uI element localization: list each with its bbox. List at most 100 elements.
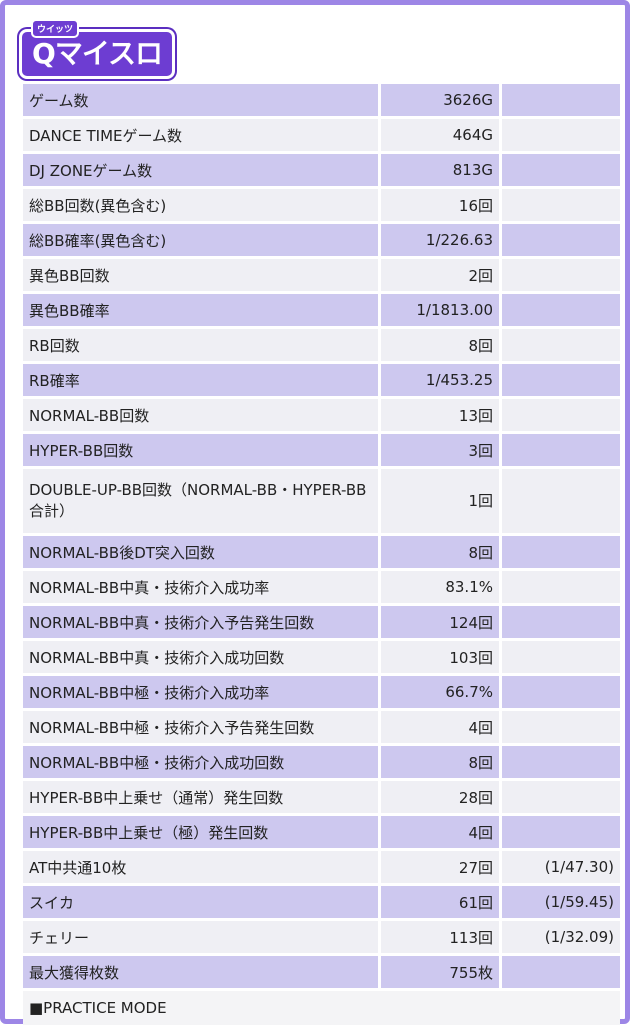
stat-rate — [502, 294, 620, 326]
table-row: NORMAL-BB中極・技術介入予告発生回数 4回 — [23, 711, 620, 743]
stat-label: HYPER-BB中上乗せ（通常）発生回数 — [23, 781, 378, 813]
stat-label: NORMAL-BB後DT突入回数 — [23, 536, 378, 568]
practice-mode-row: ■PRACTICE MODE — [23, 991, 620, 1025]
stat-rate: (1/32.09) — [502, 921, 620, 953]
stat-rate — [502, 571, 620, 603]
stat-label: NORMAL-BB中真・技術介入成功率 — [23, 571, 378, 603]
stat-value: 8回 — [381, 536, 499, 568]
stat-value: 1/453.25 — [381, 364, 499, 396]
table-row: NORMAL-BB中真・技術介入予告発生回数 124回 — [23, 606, 620, 638]
table-row: NORMAL-BB中真・技術介入成功回数 103回 — [23, 641, 620, 673]
stat-rate: (1/59.45) — [502, 886, 620, 918]
stat-value: 3回 — [381, 434, 499, 466]
table-row: RB確率 1/453.25 — [23, 364, 620, 396]
stat-rate — [502, 189, 620, 221]
stat-label: DANCE TIMEゲーム数 — [23, 119, 378, 151]
table-row: 異色BB回数 2回 — [23, 259, 620, 291]
stat-value: 3626G — [381, 84, 499, 116]
stat-value: 813G — [381, 154, 499, 186]
stat-label: RB回数 — [23, 329, 378, 361]
logo-sub-text: ウイッツ — [31, 19, 80, 38]
stat-value: 113回 — [381, 921, 499, 953]
stat-label: HYPER-BB回数 — [23, 434, 378, 466]
stat-value: 8回 — [381, 329, 499, 361]
stat-value: 755枚 — [381, 956, 499, 988]
stat-value: 8回 — [381, 746, 499, 778]
stat-label: DOUBLE-UP-BB回数（NORMAL-BB・HYPER-BB合計） — [23, 469, 378, 533]
stat-label: HYPER-BB中上乗せ（極）発生回数 — [23, 816, 378, 848]
stat-label: AT中共通10枚 — [23, 851, 378, 883]
table-row: NORMAL-BB中真・技術介入成功率 83.1% — [23, 571, 620, 603]
stat-label: RB確率 — [23, 364, 378, 396]
stat-rate — [502, 154, 620, 186]
table-row: スイカ 61回 (1/59.45) — [23, 886, 620, 918]
stat-rate — [502, 956, 620, 988]
stat-label: チェリー — [23, 921, 378, 953]
stat-label: スイカ — [23, 886, 378, 918]
stat-value: 66.7% — [381, 676, 499, 708]
practice-mode-label: ■PRACTICE MODE — [23, 991, 620, 1025]
stat-rate — [502, 536, 620, 568]
stat-label: 総BB回数(異色含む) — [23, 189, 378, 221]
stat-value: 124回 — [381, 606, 499, 638]
stat-value: 13回 — [381, 399, 499, 431]
table-row: NORMAL-BB回数 13回 — [23, 399, 620, 431]
stat-rate — [502, 746, 620, 778]
stat-rate — [502, 259, 620, 291]
stat-value: 1/1813.00 — [381, 294, 499, 326]
stat-value: 4回 — [381, 816, 499, 848]
table-row: 総BB確率(異色含む) 1/226.63 — [23, 224, 620, 256]
stat-value: 16回 — [381, 189, 499, 221]
stat-value: 28回 — [381, 781, 499, 813]
stat-rate — [502, 84, 620, 116]
table-row: HYPER-BB中上乗せ（極）発生回数 4回 — [23, 816, 620, 848]
stat-rate — [502, 434, 620, 466]
table-row: HYPER-BB中上乗せ（通常）発生回数 28回 — [23, 781, 620, 813]
table-row: 総BB回数(異色含む) 16回 — [23, 189, 620, 221]
stat-rate — [502, 816, 620, 848]
stats-table: ゲーム数 3626G DANCE TIMEゲーム数 464G DJ ZONEゲーム数 81… — [20, 81, 623, 1028]
stat-value: 1/226.63 — [381, 224, 499, 256]
app-logo: Qマイスロ ウイッツ — [13, 19, 175, 79]
table-row: DJ ZONEゲーム数 813G — [23, 154, 620, 186]
stat-value: 2回 — [381, 259, 499, 291]
stat-rate — [502, 676, 620, 708]
stat-rate — [502, 329, 620, 361]
stat-value: 103回 — [381, 641, 499, 673]
stat-value: 61回 — [381, 886, 499, 918]
table-row: NORMAL-BB中極・技術介入成功率 66.7% — [23, 676, 620, 708]
stat-label: ゲーム数 — [23, 84, 378, 116]
stat-rate — [502, 364, 620, 396]
stat-label: NORMAL-BB中真・技術介入予告発生回数 — [23, 606, 378, 638]
stat-label: NORMAL-BB中真・技術介入成功回数 — [23, 641, 378, 673]
stat-rate — [502, 641, 620, 673]
table-row: RB回数 8回 — [23, 329, 620, 361]
stat-rate: (1/47.30) — [502, 851, 620, 883]
stat-label: NORMAL-BB中極・技術介入予告発生回数 — [23, 711, 378, 743]
table-row: DANCE TIMEゲーム数 464G — [23, 119, 620, 151]
table-row: NORMAL-BB後DT突入回数 8回 — [23, 536, 620, 568]
table-row: NORMAL-BB中極・技術介入成功回数 8回 — [23, 746, 620, 778]
stat-rate — [502, 781, 620, 813]
table-row: DOUBLE-UP-BB回数（NORMAL-BB・HYPER-BB合計） 1回 — [23, 469, 620, 533]
stat-rate — [502, 606, 620, 638]
stat-label: NORMAL-BB回数 — [23, 399, 378, 431]
table-row: 最大獲得枚数 755枚 — [23, 956, 620, 988]
stat-rate — [502, 399, 620, 431]
table-row: 異色BB確率 1/1813.00 — [23, 294, 620, 326]
stat-label: 総BB確率(異色含む) — [23, 224, 378, 256]
stat-rate — [502, 711, 620, 743]
stat-label: 異色BB回数 — [23, 259, 378, 291]
stat-value: 27回 — [381, 851, 499, 883]
stat-label: NORMAL-BB中極・技術介入成功率 — [23, 676, 378, 708]
table-row: チェリー 113回 (1/32.09) — [23, 921, 620, 953]
table-row: HYPER-BB回数 3回 — [23, 434, 620, 466]
stat-value: 83.1% — [381, 571, 499, 603]
stat-value: 4回 — [381, 711, 499, 743]
table-row: AT中共通10枚 27回 (1/47.30) — [23, 851, 620, 883]
stat-label: 異色BB確率 — [23, 294, 378, 326]
stat-label: DJ ZONEゲーム数 — [23, 154, 378, 186]
stat-value: 464G — [381, 119, 499, 151]
table-row: ゲーム数 3626G — [23, 84, 620, 116]
